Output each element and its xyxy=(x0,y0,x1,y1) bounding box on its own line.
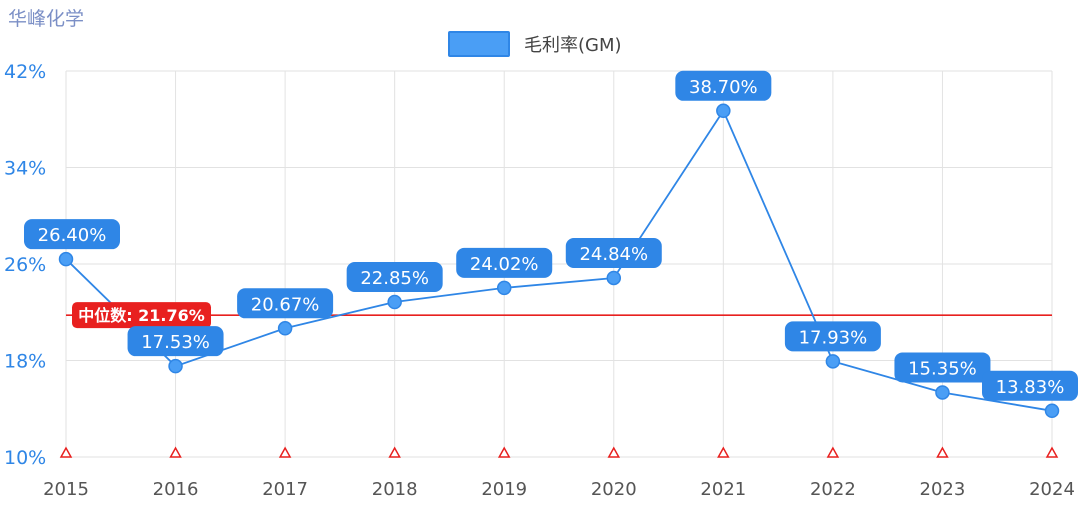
axis-marker xyxy=(59,446,73,458)
y-tick-label: 26% xyxy=(4,254,46,276)
y-tick-label: 18% xyxy=(4,351,46,373)
x-tick-label: 2015 xyxy=(43,479,89,500)
data-label-box xyxy=(982,370,1078,401)
axis-marker xyxy=(497,446,511,458)
data-label: 24.02% xyxy=(470,254,539,275)
chart-legend[interactable]: 毛利率(GM) xyxy=(448,30,622,58)
x-tick-label: 2016 xyxy=(153,479,199,500)
legend-label: 毛利率(GM) xyxy=(524,35,622,56)
axis-marker xyxy=(607,446,621,458)
x-tick-label: 2020 xyxy=(591,479,637,500)
x-tick-label: 2017 xyxy=(262,479,308,500)
data-label-box xyxy=(456,247,553,278)
axis-marker xyxy=(388,446,401,458)
data-label: 26.40% xyxy=(38,225,107,246)
x-tick-label: 2024 xyxy=(1029,479,1075,500)
data-label-box xyxy=(346,261,443,292)
legend-swatch xyxy=(448,31,510,57)
data-label: 38.70% xyxy=(689,77,758,98)
data-point xyxy=(935,385,950,400)
data-label: 15.35% xyxy=(908,358,977,379)
data-label: 17.93% xyxy=(799,327,868,348)
data-label-box xyxy=(894,352,991,383)
data-label: 17.53% xyxy=(141,332,210,353)
data-point xyxy=(168,358,183,374)
data-label-box xyxy=(565,237,662,268)
data-label-box xyxy=(784,321,881,352)
axis-marker xyxy=(278,446,292,458)
data-label: 20.67% xyxy=(251,294,320,315)
axis-marker xyxy=(717,446,730,458)
data-point xyxy=(277,321,293,336)
data-label-box xyxy=(127,326,224,357)
median-label: 中位数: 21.76% xyxy=(78,306,205,325)
data-point xyxy=(387,294,402,310)
axis-marker xyxy=(169,446,182,458)
x-tick-label: 2022 xyxy=(810,479,856,500)
data-point xyxy=(58,251,74,267)
data-label-box xyxy=(237,288,334,319)
data-label-box xyxy=(675,70,772,101)
y-tick-label: 34% xyxy=(4,158,46,180)
x-tick-label: 2023 xyxy=(920,479,966,500)
data-point xyxy=(716,103,731,119)
y-tick-label: 10% xyxy=(4,447,46,469)
x-tick-label: 2018 xyxy=(372,479,418,500)
data-label: 13.83% xyxy=(996,377,1065,398)
data-label: 24.84% xyxy=(579,244,648,265)
series-line xyxy=(65,108,1053,412)
data-label: 22.85% xyxy=(360,268,429,289)
data-label-box xyxy=(24,219,120,250)
median-label-box xyxy=(72,302,211,329)
axis-marker xyxy=(1045,446,1059,458)
data-point xyxy=(1044,403,1060,419)
data-point xyxy=(496,280,512,296)
data-point xyxy=(606,270,622,286)
data-point xyxy=(825,354,841,369)
x-tick-label: 2021 xyxy=(700,479,746,500)
axis-marker xyxy=(826,446,840,458)
axis-marker xyxy=(936,446,949,458)
x-tick-label: 2019 xyxy=(481,479,527,500)
company-name: 华峰化学 xyxy=(8,8,85,30)
y-tick-label: 42% xyxy=(4,61,46,83)
